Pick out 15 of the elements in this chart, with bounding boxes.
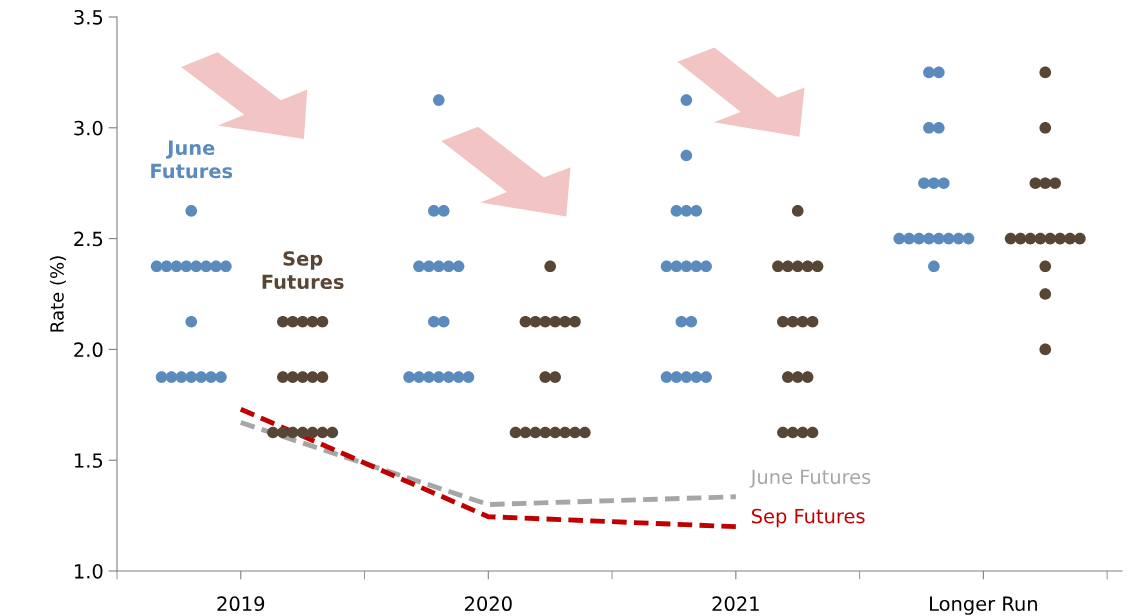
y-tick-label: 3.0 xyxy=(74,120,103,136)
series-label: Sep Futures xyxy=(262,251,344,290)
y-tick-label: 1.5 xyxy=(75,453,103,468)
x-tick-label: Longer Run xyxy=(930,596,1037,615)
text: June Futures xyxy=(151,140,233,179)
x-tick-label: 2019 xyxy=(217,596,265,612)
x-tick-label: 2021 xyxy=(712,596,759,612)
y-tick-label: 1.0 xyxy=(75,563,103,579)
y-tick-label: 2.0 xyxy=(74,342,103,358)
y-axis-title: Rate (%) xyxy=(49,256,66,332)
series-label: Sep Futures xyxy=(751,508,865,528)
series-label: June Futures xyxy=(749,469,871,488)
y-tick-label: 2.5 xyxy=(74,231,103,247)
y-tick-label: 3.5 xyxy=(74,9,103,25)
x-tick-label: 2020 xyxy=(464,596,512,612)
